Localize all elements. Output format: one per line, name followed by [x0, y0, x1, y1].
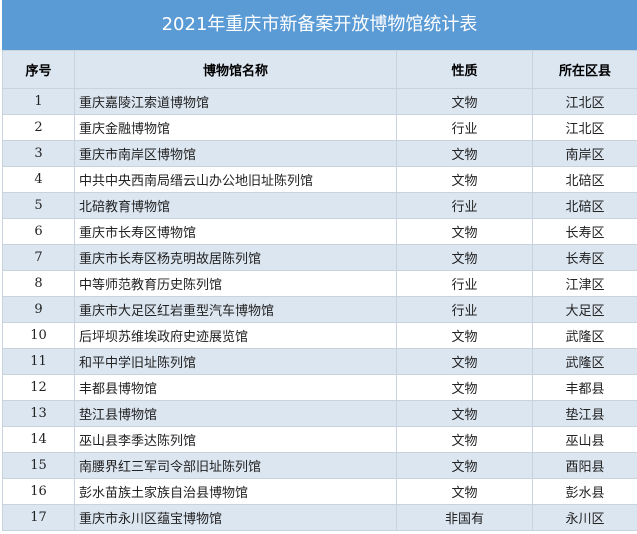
cell-nature: 行业 — [396, 270, 533, 297]
cell-district: 巫山县 — [532, 426, 637, 453]
cell-district: 北碚区 — [532, 166, 637, 193]
cell-district: 武隆区 — [532, 348, 637, 375]
cell-museum-name: 重庆市永川区蕴宝博物馆 — [74, 504, 397, 531]
table-row: 15 南腰界红三军司令部旧址陈列馆 文物 酉阳县 — [2, 452, 637, 479]
cell-index: 10 — [2, 322, 75, 349]
table-row: 9 重庆市大足区红岩重型汽车博物馆 行业 大足区 — [2, 296, 637, 323]
cell-museum-name: 彭水苗族土家族自治县博物馆 — [74, 478, 397, 505]
cell-nature: 文物 — [396, 478, 533, 505]
cell-museum-name: 后坪坝苏维埃政府史迹展览馆 — [74, 322, 397, 349]
cell-district: 丰都县 — [532, 374, 637, 401]
cell-nature: 文物 — [396, 244, 533, 271]
table-row: 10 后坪坝苏维埃政府史迹展览馆 文物 武隆区 — [2, 322, 637, 349]
cell-museum-name: 重庆市南岸区博物馆 — [74, 140, 397, 167]
cell-nature: 文物 — [396, 140, 533, 167]
table-row: 7 重庆市长寿区杨克明故居陈列馆 文物 长寿区 — [2, 244, 637, 271]
table-row: 14 巫山县李季达陈列馆 文物 巫山县 — [2, 426, 637, 453]
cell-nature: 文物 — [396, 400, 533, 427]
cell-district: 长寿区 — [532, 218, 637, 245]
table-row: 5 北碚教育博物馆 行业 北碚区 — [2, 192, 637, 219]
cell-district: 北碚区 — [532, 192, 637, 219]
cell-museum-name: 重庆市长寿区博物馆 — [74, 218, 397, 245]
cell-index: 15 — [2, 452, 75, 479]
cell-district: 垫江县 — [532, 400, 637, 427]
table-row: 16 彭水苗族土家族自治县博物馆 文物 彭水县 — [2, 478, 637, 505]
table-row: 13 垫江县博物馆 文物 垫江县 — [2, 400, 637, 427]
cell-museum-name: 重庆市长寿区杨克明故居陈列馆 — [74, 244, 397, 271]
cell-museum-name: 南腰界红三军司令部旧址陈列馆 — [74, 452, 397, 479]
cell-index: 5 — [2, 192, 75, 219]
cell-nature: 文物 — [396, 374, 533, 401]
cell-district: 江北区 — [532, 88, 637, 115]
cell-museum-name: 重庆市大足区红岩重型汽车博物馆 — [74, 296, 397, 323]
cell-district: 江津区 — [532, 270, 637, 297]
cell-museum-name: 和平中学旧址陈列馆 — [74, 348, 397, 375]
header-museum-name: 博物馆名称 — [74, 50, 397, 89]
cell-museum-name: 北碚教育博物馆 — [74, 192, 397, 219]
table-row: 8 中等师范教育历史陈列馆 行业 江津区 — [2, 270, 637, 297]
table-row: 6 重庆市长寿区博物馆 文物 长寿区 — [2, 218, 637, 245]
table-row: 11 和平中学旧址陈列馆 文物 武隆区 — [2, 348, 637, 375]
cell-index: 14 — [2, 426, 75, 453]
cell-index: 9 — [2, 296, 75, 323]
cell-index: 8 — [2, 270, 75, 297]
cell-district: 永川区 — [532, 504, 637, 531]
table-row: 4 中共中央西南局缙云山办公地旧址陈列馆 文物 北碚区 — [2, 166, 637, 193]
cell-index: 7 — [2, 244, 75, 271]
cell-museum-name: 巫山县李季达陈列馆 — [74, 426, 397, 453]
cell-museum-name: 重庆金融博物馆 — [74, 114, 397, 141]
museum-table: 序号 博物馆名称 性质 所在区县 1 重庆嘉陵江索道博物馆 文物 江北区 2 重庆金融博物… — [2, 50, 637, 531]
cell-district: 南岸区 — [532, 140, 637, 167]
cell-museum-name: 中共中央西南局缙云山办公地旧址陈列馆 — [74, 166, 397, 193]
cell-museum-name: 垫江县博物馆 — [74, 400, 397, 427]
cell-index: 12 — [2, 374, 75, 401]
table-row: 1 重庆嘉陵江索道博物馆 文物 江北区 — [2, 88, 637, 115]
cell-nature: 文物 — [396, 426, 533, 453]
cell-index: 16 — [2, 478, 75, 505]
table-title: 2021年重庆市新备案开放博物馆统计表 — [2, 0, 637, 50]
cell-district: 武隆区 — [532, 322, 637, 349]
cell-nature: 非国有 — [396, 504, 533, 531]
cell-museum-name: 重庆嘉陵江索道博物馆 — [74, 88, 397, 115]
table-row: 12 丰都县博物馆 文物 丰都县 — [2, 374, 637, 401]
cell-index: 3 — [2, 140, 75, 167]
cell-index: 17 — [2, 504, 75, 531]
cell-nature: 行业 — [396, 296, 533, 323]
cell-district: 江北区 — [532, 114, 637, 141]
table-row: 17 重庆市永川区蕴宝博物馆 非国有 永川区 — [2, 504, 637, 531]
cell-index: 6 — [2, 218, 75, 245]
header-district: 所在区县 — [532, 50, 637, 89]
cell-nature: 文物 — [396, 166, 533, 193]
cell-district: 酉阳县 — [532, 452, 637, 479]
cell-index: 2 — [2, 114, 75, 141]
cell-index: 4 — [2, 166, 75, 193]
header-nature: 性质 — [396, 50, 533, 89]
cell-nature: 文物 — [396, 452, 533, 479]
cell-museum-name: 丰都县博物馆 — [74, 374, 397, 401]
cell-index: 13 — [2, 400, 75, 427]
cell-district: 长寿区 — [532, 244, 637, 271]
cell-nature: 行业 — [396, 192, 533, 219]
cell-nature: 文物 — [396, 218, 533, 245]
cell-museum-name: 中等师范教育历史陈列馆 — [74, 270, 397, 297]
cell-nature: 文物 — [396, 348, 533, 375]
cell-index: 11 — [2, 348, 75, 375]
header-row: 序号 博物馆名称 性质 所在区县 — [2, 50, 637, 89]
table-row: 3 重庆市南岸区博物馆 文物 南岸区 — [2, 140, 637, 167]
cell-district: 大足区 — [532, 296, 637, 323]
cell-index: 1 — [2, 88, 75, 115]
cell-nature: 文物 — [396, 322, 533, 349]
cell-district: 彭水县 — [532, 478, 637, 505]
cell-nature: 行业 — [396, 114, 533, 141]
table-row: 2 重庆金融博物馆 行业 江北区 — [2, 114, 637, 141]
cell-nature: 文物 — [396, 88, 533, 115]
header-index: 序号 — [2, 50, 75, 89]
